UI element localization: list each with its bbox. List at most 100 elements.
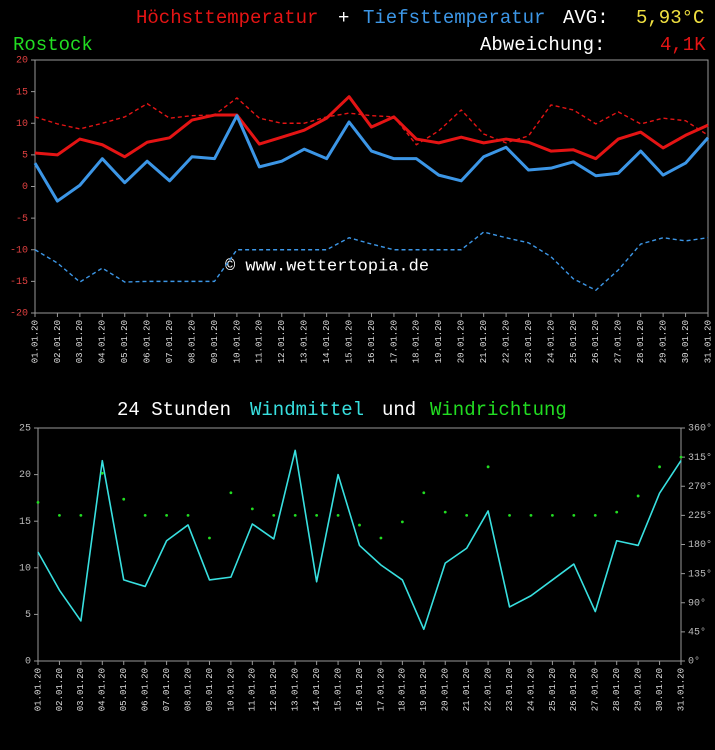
y-tick-label: -15 <box>10 277 28 288</box>
series-line <box>37 449 682 631</box>
x-tick-label: 12.01.20 <box>277 320 287 363</box>
direction-dot <box>143 513 147 517</box>
x-tick-label: 26.01.20 <box>569 668 579 711</box>
x-tick-label: 25.01.20 <box>569 320 579 363</box>
x-tick-label: 18.01.20 <box>412 320 422 363</box>
watermark: © www.wettertopia.de <box>225 257 429 276</box>
y-tick-label: 5 <box>22 151 28 162</box>
x-tick-label: 14.01.20 <box>312 668 322 711</box>
direction-dot <box>486 465 490 469</box>
y-tick-label: 20 <box>16 56 28 67</box>
x-tick-label: 16.01.20 <box>367 320 377 363</box>
direction-dot <box>358 523 361 527</box>
x-tick-label: 06.01.20 <box>141 668 151 711</box>
x-tick-label: 03.01.20 <box>75 320 85 363</box>
x-tick-label: 22.01.20 <box>501 320 511 363</box>
y-tick-label: -10 <box>10 245 28 256</box>
x-tick-label: 05.01.20 <box>120 320 130 363</box>
x-tick-label: 04.01.20 <box>98 320 108 363</box>
x-tick-label: 20.01.20 <box>457 320 467 363</box>
series-line <box>34 95 709 161</box>
x-tick-label: 07.01.20 <box>162 668 172 711</box>
y2-tick-label: 45° <box>688 627 706 639</box>
title-join: + <box>338 7 349 29</box>
deviation-label: Abweichung: <box>480 34 605 56</box>
direction-dot <box>122 497 126 501</box>
y2-tick-label: 225° <box>688 510 712 522</box>
x-tick-label: 08.01.20 <box>187 320 197 363</box>
y-tick-label: 10 <box>16 119 28 130</box>
y2-tick-label: 360° <box>688 423 712 435</box>
y2-tick-label: 90° <box>688 597 706 609</box>
direction-dot <box>272 513 276 517</box>
x-tick-label: 31.01.20 <box>676 668 686 711</box>
direction-dot <box>508 513 511 517</box>
y-tick-label: 5 <box>25 610 31 621</box>
direction-dot <box>58 513 61 517</box>
x-tick-label: 07.01.20 <box>165 320 175 363</box>
x-tick-label: 19.01.20 <box>419 668 429 711</box>
direction-dot <box>315 513 319 517</box>
y2-tick-label: 315° <box>688 452 712 464</box>
x-tick-label: 17.01.20 <box>389 320 399 363</box>
y-tick-label: 25 <box>19 424 31 435</box>
direction-dot <box>465 513 469 517</box>
direction-dot <box>336 513 340 517</box>
x-tick-label: 21.01.20 <box>479 320 489 363</box>
x-tick-label: 08.01.20 <box>183 668 193 711</box>
direction-dot <box>529 513 533 517</box>
direction-dot <box>208 536 211 540</box>
dashed-line <box>34 97 709 146</box>
x-tick-label: 18.01.20 <box>398 668 408 711</box>
direction-dot <box>443 510 447 514</box>
x-tick-label: 31.01.20 <box>703 320 713 363</box>
x-tick-label: 13.01.20 <box>300 320 310 363</box>
direction-dot <box>400 520 404 524</box>
legend-wind-direction: Windrichtung <box>430 399 567 421</box>
direction-dot <box>615 510 619 514</box>
x-tick-label: 01.01.20 <box>33 668 43 711</box>
x-tick-label: 16.01.20 <box>355 668 365 711</box>
x-tick-label: 19.01.20 <box>434 320 444 363</box>
y-tick-label: 15 <box>19 517 31 528</box>
x-tick-label: 11.01.20 <box>255 320 265 363</box>
y2-tick-label: 270° <box>688 481 712 493</box>
y2-tick-label: 0° <box>688 656 700 668</box>
x-tick-label: 04.01.20 <box>98 668 108 711</box>
deviation-value: 4,1K <box>660 34 706 56</box>
legend-min: Tiefsttemperatur <box>363 7 545 29</box>
x-tick-label: 28.01.20 <box>612 668 622 711</box>
x-tick-label: 06.01.20 <box>143 320 153 363</box>
legend-max: Höchsttemperatur <box>136 7 318 29</box>
x-tick-label: 23.01.20 <box>505 668 515 711</box>
x-tick-label: 02.01.20 <box>55 668 65 711</box>
x-tick-label: 12.01.20 <box>269 668 279 711</box>
y-tick-label: -5 <box>16 214 28 225</box>
x-tick-label: 30.01.20 <box>681 320 691 363</box>
y-tick-label: 0 <box>22 182 28 193</box>
direction-dot <box>293 513 297 517</box>
x-tick-label: 03.01.20 <box>76 668 86 711</box>
avg-label: AVG: <box>563 7 609 29</box>
direction-dot <box>379 536 383 540</box>
legend-wind-speed: Windmittel <box>250 399 364 421</box>
direction-dot <box>422 491 426 495</box>
x-tick-label: 29.01.20 <box>659 320 669 363</box>
series-line <box>33 114 710 203</box>
direction-dot <box>79 513 83 517</box>
direction-dot <box>229 491 233 495</box>
y-tick-label: 20 <box>19 470 31 481</box>
x-tick-label: 15.01.20 <box>333 668 343 711</box>
direction-dot <box>100 471 104 475</box>
x-tick-label: 13.01.20 <box>291 668 301 711</box>
x-tick-label: 17.01.20 <box>376 668 386 711</box>
x-tick-label: 25.01.20 <box>548 668 558 711</box>
y2-tick-label: 135° <box>688 568 712 580</box>
x-tick-label: 23.01.20 <box>524 320 534 363</box>
x-tick-label: 15.01.20 <box>344 320 354 363</box>
x-tick-label: 26.01.20 <box>591 320 601 363</box>
x-tick-label: 11.01.20 <box>248 668 258 711</box>
x-tick-label: 02.01.20 <box>53 320 63 363</box>
